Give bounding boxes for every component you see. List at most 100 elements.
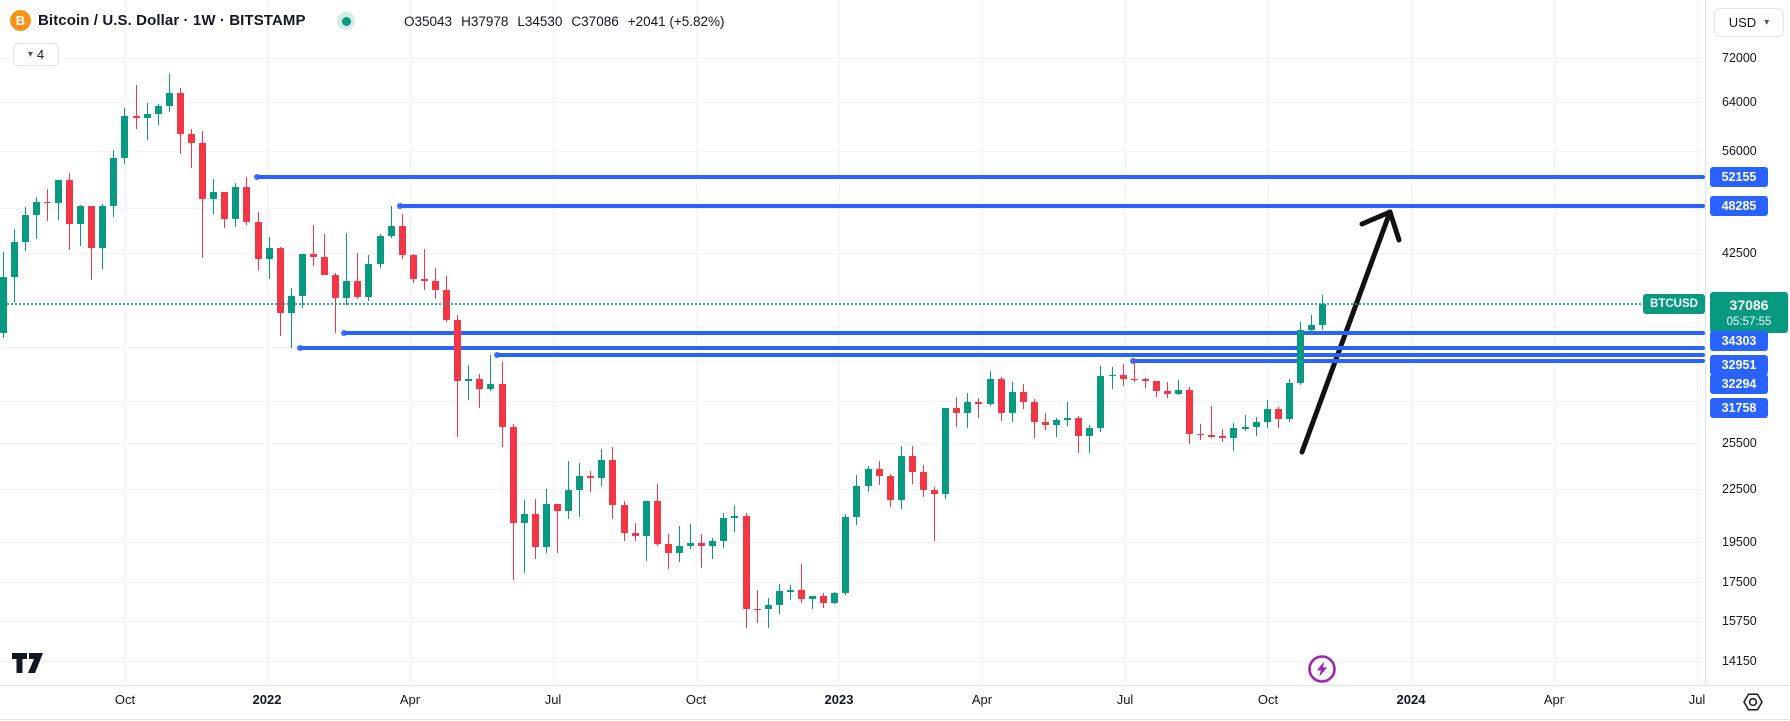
candle-body [609,460,617,506]
price-tick-label[interactable]: 19500 [1722,535,1757,550]
price-tick-label[interactable]: 14150 [1722,653,1757,668]
time-tick-label[interactable]: Apr [1543,692,1565,707]
market-status-icon[interactable] [337,12,355,30]
time-gridline [696,0,697,685]
chevron-down-icon: ▾ [1764,16,1770,28]
lightning-icon[interactable] [1306,653,1338,685]
candle-body [0,277,7,334]
price-tick-label[interactable]: 72000 [1722,51,1757,65]
close-label: C [571,14,582,29]
candle-wick [468,364,470,400]
time-tick-label[interactable]: Jul [1116,692,1134,707]
time-tick-label[interactable]: 2022 [252,692,282,707]
symbol-title[interactable]: Bitcoin / U.S. Dollar · 1W · BITSTAMP [38,12,306,29]
last-price-symbol-tag: BTCUSD [1643,293,1705,314]
price-tick-label[interactable]: 17500 [1722,575,1757,590]
candle-body [964,401,972,414]
candle-body [886,475,894,500]
time-tick-label[interactable]: Oct [114,692,136,707]
time-axis-border [0,685,1790,686]
price-tick-label[interactable]: 42500 [1722,246,1757,261]
time-tick-label[interactable]: Jul [1688,692,1706,707]
candle-body [99,206,107,248]
candle-body [1230,428,1238,438]
price-ray-line[interactable] [497,353,1705,358]
candle-body [709,540,717,547]
candle-wick [1089,424,1091,454]
price-gridline [0,660,1705,662]
candle-wick [634,522,636,541]
time-gridline [267,0,268,685]
price-ray-line[interactable] [344,330,1705,335]
time-tick-label[interactable]: Oct [685,692,707,707]
price-ray-line[interactable] [400,204,1705,209]
candle-body [21,215,29,243]
price-ray-line[interactable] [300,345,1705,350]
candle-wick [390,206,392,239]
price-ray-anchor[interactable] [254,174,260,181]
indicators-collapse-button[interactable]: ▾ 4 [13,43,59,66]
candle-wick [324,234,326,276]
price-ray-line[interactable] [257,175,1705,180]
price-ray-anchor[interactable] [1130,358,1136,365]
price-ray-anchor[interactable] [341,329,347,336]
price-ray-anchor[interactable] [494,352,500,359]
candle-body [687,543,695,546]
ohlc-readout: O35043 H37978 L34530 C37086 +2041 (+5.82… [404,14,725,29]
candle-wick [146,103,148,140]
candle-body [88,206,96,248]
candle-wick [678,525,680,563]
candle-body [1297,330,1305,383]
chevron-down-icon: ▾ [27,48,33,60]
candle-body [265,248,273,259]
price-gridline [0,253,1705,255]
candle-body [797,590,805,599]
time-tick-label[interactable]: Jul [544,692,562,707]
candle-body [1208,435,1216,437]
currency-selector[interactable]: USD ▾ [1714,8,1784,37]
candle-body [387,225,395,236]
candle-body [554,504,561,512]
candle-body [420,278,428,281]
candle-body [753,608,761,611]
candle-body [1219,436,1227,438]
time-tick-label[interactable]: 2024 [1396,692,1426,707]
candle-body [1075,418,1083,437]
time-tick-label[interactable]: Apr [399,692,421,707]
candle-body [276,248,284,313]
candle-body [343,281,351,298]
settings-gear-icon[interactable] [1742,691,1764,713]
candle-body [210,192,218,199]
price-gridline [0,101,1705,103]
last-price-line [0,302,1705,305]
price-gridline [0,299,1705,301]
candle-wick [1133,360,1135,383]
price-tick-label[interactable]: 56000 [1722,144,1757,159]
price-tick-label[interactable]: 22500 [1722,482,1757,497]
price-tick-label[interactable]: 25500 [1722,435,1757,450]
candle-wick [1067,402,1069,427]
time-tick-label[interactable]: Oct [1257,692,1279,707]
price-ray-anchor[interactable] [297,344,303,351]
candle-body [786,590,794,592]
candle-wick [789,585,791,600]
time-gridline [125,0,126,685]
candle-wick [767,597,769,628]
time-tick-label[interactable]: Apr [971,692,993,707]
price-ray-axis-label: 48285 [1710,196,1768,216]
candle-wick [357,252,359,300]
price-tick-label[interactable]: 64000 [1722,94,1757,109]
price-ray-anchor[interactable] [397,203,403,210]
candle-body [509,427,517,523]
candle-body [1086,428,1094,437]
price-ray-line[interactable] [1133,359,1705,364]
time-gridline [982,0,983,685]
time-gridline [1125,0,1126,685]
price-gridline [0,151,1705,153]
candle-body [931,490,939,494]
price-tick-label[interactable]: 15750 [1722,614,1757,629]
candle-wick [46,189,48,222]
time-tick-label[interactable]: 2023 [824,692,854,707]
tradingview-logo[interactable] [12,648,52,678]
